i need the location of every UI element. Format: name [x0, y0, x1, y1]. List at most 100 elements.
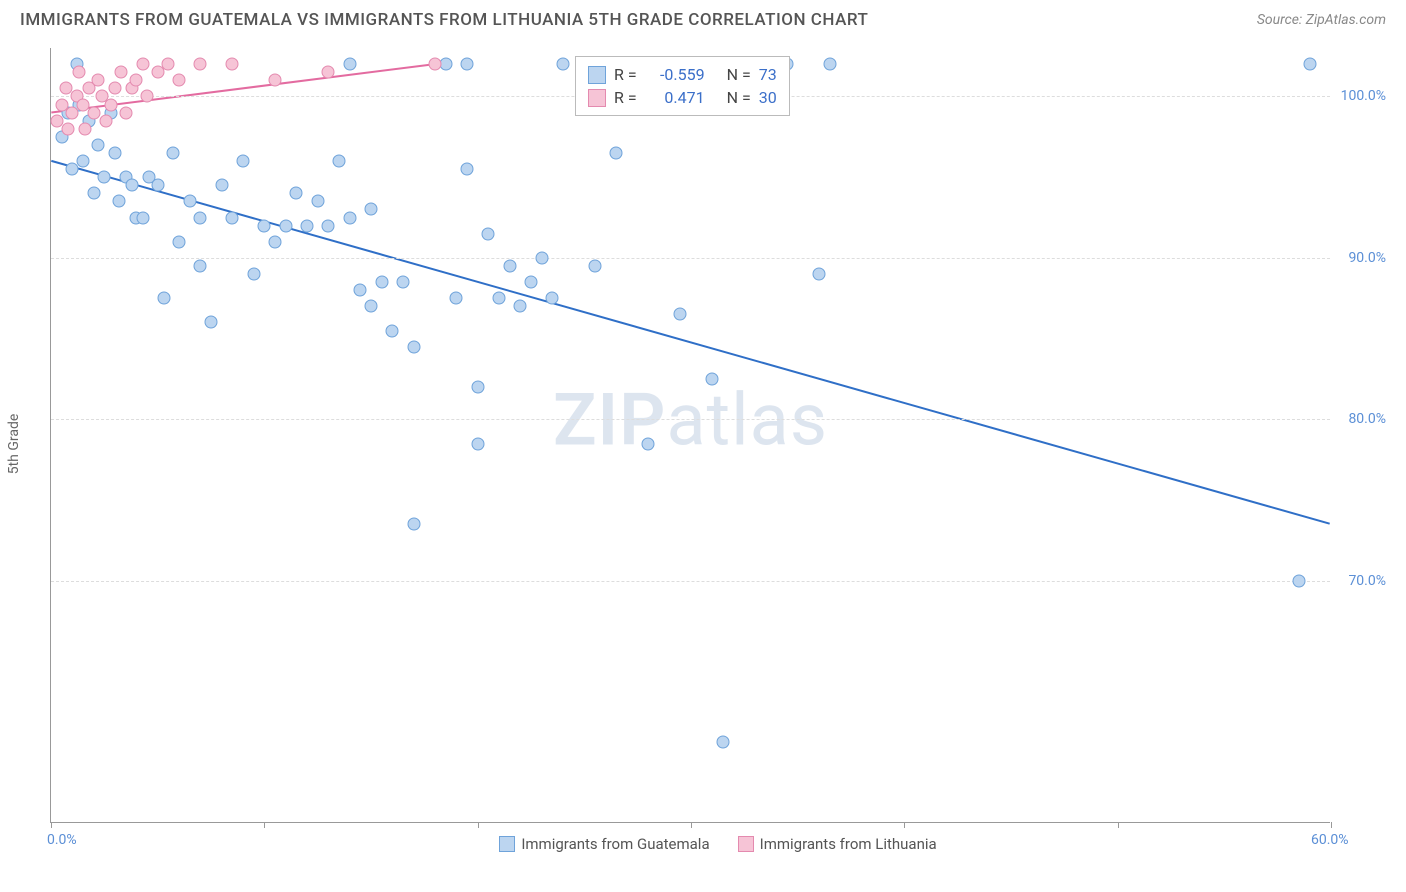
data-point: [269, 235, 282, 248]
data-point: [141, 90, 154, 103]
data-point: [343, 211, 356, 224]
data-point: [136, 58, 149, 71]
data-point: [279, 219, 292, 232]
y-tick-label: 100.0%: [1341, 88, 1386, 104]
legend-bottom: Immigrants from Guatemala Immigrants fro…: [50, 835, 1386, 853]
data-point: [79, 122, 92, 135]
data-point: [91, 138, 104, 151]
data-point: [87, 106, 100, 119]
x-tick: [264, 822, 265, 828]
data-point: [183, 195, 196, 208]
data-point: [126, 179, 139, 192]
gridline: [51, 419, 1330, 420]
data-point: [215, 179, 228, 192]
data-point: [194, 211, 207, 224]
y-axis-label: 5th Grade: [6, 413, 22, 474]
data-point: [173, 74, 186, 87]
data-point: [322, 66, 335, 79]
stats-swatch: [588, 66, 606, 84]
stats-n-value: 73: [759, 65, 777, 84]
stats-r-label: R =: [614, 88, 637, 107]
legend-item-guatemala: Immigrants from Guatemala: [499, 835, 709, 853]
data-point: [247, 268, 260, 281]
data-point: [119, 106, 132, 119]
data-point: [535, 251, 548, 264]
data-point: [62, 122, 75, 135]
data-point: [269, 74, 282, 87]
data-point: [237, 155, 250, 168]
data-point: [136, 211, 149, 224]
data-point: [503, 259, 516, 272]
data-point: [301, 219, 314, 232]
legend-swatch-guatemala: [499, 836, 515, 852]
x-tick: [478, 822, 479, 828]
data-point: [514, 300, 527, 313]
data-point: [471, 381, 484, 394]
x-tick: [1331, 822, 1332, 828]
data-point: [109, 82, 122, 95]
y-tick-label: 70.0%: [1348, 573, 1386, 589]
x-tick: [691, 822, 692, 828]
gridline: [51, 581, 1330, 582]
data-point: [450, 292, 463, 305]
stats-n-label: N =: [727, 88, 751, 107]
data-point: [343, 58, 356, 71]
data-point: [557, 58, 570, 71]
data-point: [1303, 58, 1316, 71]
plot-area: ZIPatlas 70.0%80.0%90.0%100.0%0.0%60.0%R…: [50, 48, 1330, 823]
stats-r-value: 0.471: [645, 88, 705, 107]
data-point: [226, 211, 239, 224]
data-point: [109, 146, 122, 159]
gridline: [51, 258, 1330, 259]
y-tick-label: 90.0%: [1348, 250, 1386, 266]
stats-r-value: -0.559: [645, 65, 705, 84]
legend-item-lithuania: Immigrants from Lithuania: [738, 835, 937, 853]
data-point: [113, 195, 126, 208]
data-point: [130, 74, 143, 87]
legend-label-guatemala: Immigrants from Guatemala: [521, 835, 709, 853]
legend-label-lithuania: Immigrants from Lithuania: [760, 835, 937, 853]
data-point: [461, 163, 474, 176]
data-point: [311, 195, 324, 208]
stats-r-label: R =: [614, 65, 637, 84]
stats-n-label: N =: [727, 65, 751, 84]
data-point: [429, 58, 442, 71]
data-point: [72, 66, 85, 79]
y-tick-label: 80.0%: [1348, 411, 1386, 427]
x-tick: [904, 822, 905, 828]
data-point: [482, 227, 495, 240]
data-point: [333, 155, 346, 168]
data-point: [386, 324, 399, 337]
data-point: [91, 74, 104, 87]
x-tick: [51, 822, 52, 828]
stats-box: R = -0.559 N = 73 R = 0.471 N = 30: [575, 56, 790, 116]
data-point: [354, 284, 367, 297]
data-point: [642, 437, 655, 450]
data-point: [674, 308, 687, 321]
data-point: [226, 58, 239, 71]
data-point: [610, 146, 623, 159]
stats-swatch: [588, 89, 606, 107]
data-point: [717, 736, 730, 749]
data-point: [397, 276, 410, 289]
data-point: [525, 276, 538, 289]
data-point: [151, 179, 164, 192]
chart-header: IMMIGRANTS FROM GUATEMALA VS IMMIGRANTS …: [0, 0, 1406, 38]
data-point: [461, 58, 474, 71]
legend-swatch-lithuania: [738, 836, 754, 852]
data-point: [194, 259, 207, 272]
stats-row: R = -0.559 N = 73: [588, 63, 777, 86]
data-point: [471, 437, 484, 450]
data-point: [706, 372, 719, 385]
stats-row: R = 0.471 N = 30: [588, 86, 777, 109]
data-point: [166, 146, 179, 159]
data-point: [173, 235, 186, 248]
data-point: [407, 340, 420, 353]
chart-container: 5th Grade ZIPatlas 70.0%80.0%90.0%100.0%…: [50, 48, 1386, 823]
data-point: [407, 518, 420, 531]
stats-n-value: 30: [759, 88, 777, 107]
data-point: [115, 66, 128, 79]
data-point: [258, 219, 271, 232]
data-point: [194, 58, 207, 71]
data-point: [813, 268, 826, 281]
